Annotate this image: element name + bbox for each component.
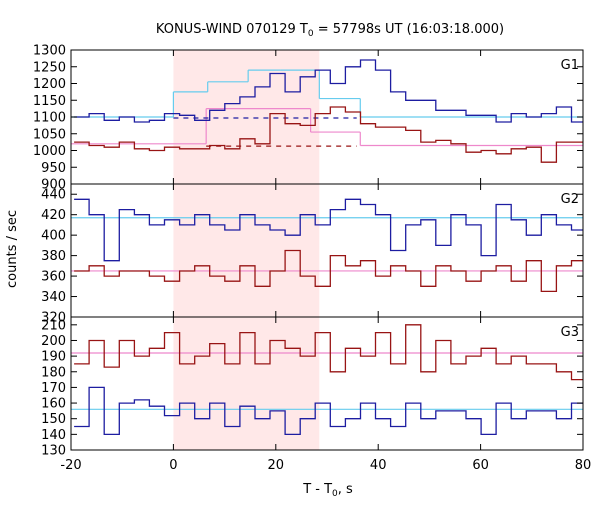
- x-axis-label: T - T0, s: [302, 482, 353, 499]
- y-tick-label: 170: [41, 381, 66, 396]
- fit-lines-layer: [71, 69, 583, 410]
- y-tick-label: 190: [41, 350, 66, 365]
- x-tick-label: 60: [472, 458, 489, 473]
- y-tick-label: 1200: [33, 77, 66, 92]
- x-tick-label: 20: [268, 458, 285, 473]
- panel-label-g1: G1: [561, 58, 579, 73]
- y-tick-label: 150: [41, 412, 66, 427]
- panel-frame-g3: [70, 316, 584, 451]
- y-tick-label: 360: [41, 270, 66, 285]
- y-tick-label: 200: [41, 334, 66, 349]
- y-tick-label: 210: [41, 318, 66, 333]
- series-g1-darkred: [74, 106, 583, 163]
- y-tick-label: 380: [41, 249, 66, 264]
- y-tick-label: 400: [41, 229, 66, 244]
- y-tick-label: 130: [41, 444, 66, 459]
- y-tick-label: 320: [41, 311, 66, 326]
- series-g2-darkred: [74, 249, 583, 293]
- x-tick-label: 80: [575, 458, 592, 473]
- series-g3-blue: [74, 386, 583, 436]
- x-tick-label: 0: [169, 458, 177, 473]
- y-tick-label: 180: [41, 365, 66, 380]
- ticks-layer: 9009501000105011001150120012501300G13203…: [33, 44, 591, 474]
- y-axis-label: counts / sec: [5, 210, 20, 288]
- x-tick-label: -20: [60, 458, 81, 473]
- y-tick-label: 900: [41, 178, 66, 193]
- y-tick-label: 1000: [33, 144, 66, 159]
- series-g1-blue: [74, 59, 583, 123]
- y-tick-label: 1100: [33, 111, 66, 126]
- series-layer: [74, 59, 583, 436]
- y-tick-label: 140: [41, 428, 66, 443]
- x-tick-label: 40: [370, 458, 387, 473]
- panel-frames-layer: [70, 49, 584, 451]
- panel-label-g2: G2: [561, 192, 579, 207]
- y-tick-label: 440: [41, 188, 66, 203]
- y-tick-label: 950: [41, 161, 66, 176]
- y-tick-label: 420: [41, 208, 66, 223]
- y-tick-label: 340: [41, 290, 66, 305]
- series-g3-darkred: [74, 324, 583, 381]
- chart-title: KONUS-WIND 070129 T0 = 57798s UT (16:03:…: [156, 22, 504, 39]
- y-tick-label: 160: [41, 397, 66, 412]
- series-g2-blue: [74, 198, 583, 262]
- y-tick-label: 1150: [33, 94, 66, 109]
- panel-label-g3: G3: [561, 325, 579, 340]
- y-tick-label: 1050: [33, 127, 66, 142]
- y-tick-label: 1300: [33, 44, 66, 59]
- y-tick-label: 1250: [33, 60, 66, 75]
